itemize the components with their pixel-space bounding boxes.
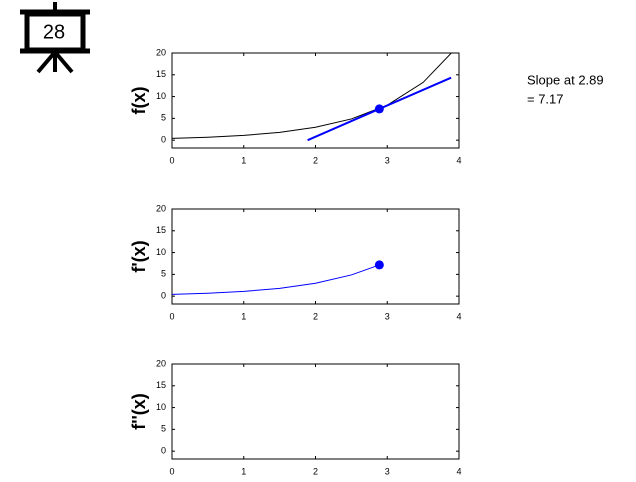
y-axis-label: f(x)	[129, 87, 149, 115]
x-tick-label: 0	[169, 311, 174, 321]
x-tick-label: 0	[169, 466, 174, 476]
plot-area	[171, 52, 460, 149]
x-tick-label: 2	[313, 466, 318, 476]
badge-number: 28	[43, 21, 65, 43]
curve	[172, 53, 453, 139]
x-tick-label: 2	[313, 311, 318, 321]
x-tick-label: 4	[456, 155, 461, 165]
subplot: 0 5 10 15 20 0 1 2 3 4 f''(x)	[129, 358, 462, 476]
annotation: = 7.17	[527, 91, 564, 106]
y-tick-label: 5	[161, 113, 166, 123]
y-axis-label: f''(x)	[129, 393, 149, 430]
y-tick-label: 20	[156, 203, 166, 213]
y-tick-label: 10	[156, 91, 166, 101]
x-tick-label: 3	[385, 466, 390, 476]
plot-area	[171, 208, 460, 305]
y-tick-label: 15	[156, 225, 166, 235]
y-tick-label: 5	[161, 424, 166, 434]
y-tick-label: 0	[161, 291, 166, 301]
annotation: Slope at 2.89	[527, 72, 604, 87]
curve	[172, 264, 380, 295]
subplot: 0 5 10 15 20 0 1 2 3 4 f'(x)	[129, 203, 462, 321]
subplot: 0 5 10 15 20 0 1 2 3 4 f(x)	[129, 47, 462, 165]
x-tick-label: 0	[169, 155, 174, 165]
y-tick-label: 15	[156, 380, 166, 390]
x-tick-label: 2	[313, 155, 318, 165]
x-tick-label: 1	[241, 311, 246, 321]
y-tick-label: 20	[156, 358, 166, 368]
x-tick-label: 1	[241, 466, 246, 476]
badge-icon: 28	[20, 2, 90, 74]
plot-area	[171, 363, 460, 460]
y-axis-label: f'(x)	[129, 240, 149, 272]
y-tick-label: 5	[161, 269, 166, 279]
y-tick-label: 10	[156, 247, 166, 257]
point	[374, 104, 384, 114]
y-tick-label: 20	[156, 47, 166, 57]
x-tick-label: 4	[456, 466, 461, 476]
y-tick-label: 15	[156, 69, 166, 79]
x-tick-label: 1	[241, 155, 246, 165]
point	[374, 260, 384, 270]
x-tick-label: 3	[385, 155, 390, 165]
y-tick-label: 10	[156, 402, 166, 412]
x-tick-label: 4	[456, 311, 461, 321]
x-tick-label: 3	[385, 311, 390, 321]
y-tick-label: 0	[161, 135, 166, 145]
y-tick-label: 0	[161, 446, 166, 456]
